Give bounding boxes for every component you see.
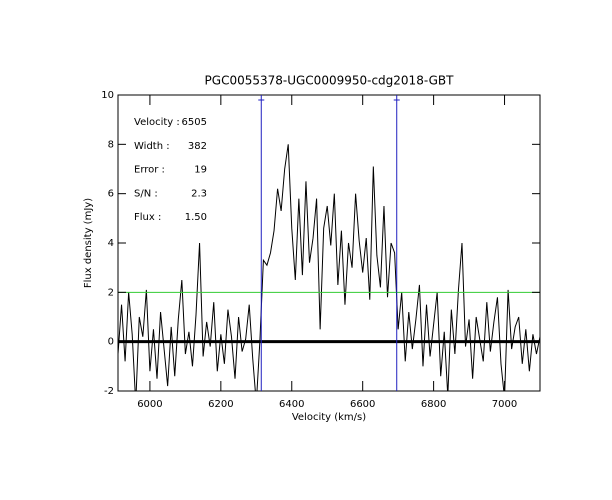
annotation-label: Error : xyxy=(134,165,165,176)
y-axis-title: Flux density (mJy) xyxy=(83,198,94,288)
annotation-label: S/N : xyxy=(134,188,158,199)
plot-area xyxy=(118,144,540,391)
y-tick-label: 8 xyxy=(108,139,114,150)
y-tick-label: 0 xyxy=(108,337,114,348)
y-tick-label: 6 xyxy=(108,189,114,200)
y-tick-label: -2 xyxy=(104,386,114,397)
annotation-value: 382 xyxy=(188,141,207,152)
annotation-label: Width : xyxy=(134,141,170,152)
x-tick-label: 6600 xyxy=(350,399,375,410)
y-tick-label: 4 xyxy=(108,238,114,249)
annotation-value: 1.50 xyxy=(185,212,207,223)
annotation-value: 2.3 xyxy=(191,188,207,199)
plot-frame xyxy=(117,94,541,392)
x-tick-label: 6800 xyxy=(421,399,446,410)
x-tick-label: 6200 xyxy=(208,399,233,410)
x-tick-label: 6000 xyxy=(137,399,162,410)
annotation-value: 6505 xyxy=(182,117,207,128)
spectrum-line xyxy=(118,144,540,391)
annotation-value: 19 xyxy=(194,165,207,176)
x-axis-title: Velocity (km/s) xyxy=(292,412,366,423)
annotation-label: Flux : xyxy=(134,212,161,223)
chart-title: PGC0055378-UGC0009950-cdg2018-GBT xyxy=(205,74,455,88)
x-tick-label: 7000 xyxy=(492,399,517,410)
annotation-label: Velocity : xyxy=(134,117,180,128)
x-tick-label: 6400 xyxy=(279,399,304,410)
y-tick-label: 2 xyxy=(108,287,114,298)
y-tick-label: 10 xyxy=(101,90,114,101)
